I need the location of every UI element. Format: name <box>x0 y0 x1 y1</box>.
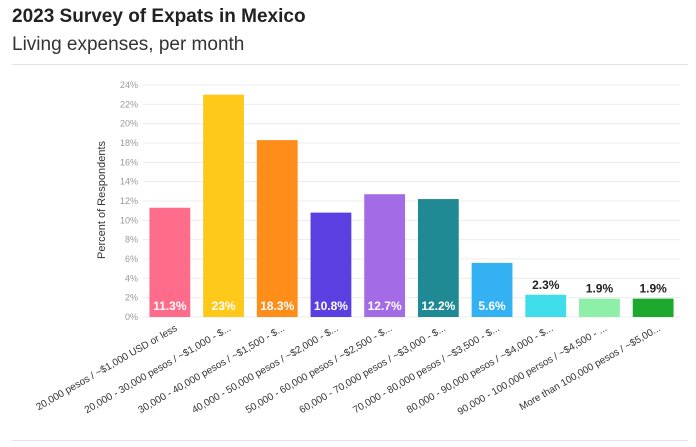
y-tick-label: 6% <box>125 254 138 264</box>
y-axis-label: Percent of Respondents <box>96 140 108 259</box>
data-label: 11.3% <box>153 299 187 313</box>
y-axis-ticks: 0% 2% 4% 6% 8% 10% 12% 14% 16% 18% 20% 22% 24% <box>120 80 138 322</box>
data-labels: 11.3% 23% 18.3% 10.8% 12.7% 12.2% 5.6% 2.3% 1.9%… <box>153 278 667 313</box>
bar <box>471 262 513 317</box>
bar <box>364 194 406 317</box>
bar <box>417 199 459 317</box>
bar <box>149 207 191 317</box>
header-divider <box>12 64 688 65</box>
y-tick-label: 14% <box>120 177 138 187</box>
bar <box>525 294 567 317</box>
chart-title: 2023 Survey of Expats in Mexico <box>12 6 306 27</box>
data-label: 1.9% <box>639 282 667 296</box>
bar <box>203 94 244 318</box>
data-label: 10.8% <box>314 299 348 313</box>
footer-divider <box>12 440 688 441</box>
data-label: 12.2% <box>421 299 455 313</box>
y-tick-label: 12% <box>120 196 138 206</box>
bar <box>256 140 298 317</box>
y-tick-label: 24% <box>120 80 138 90</box>
y-tick-label: 0% <box>125 312 138 322</box>
bars <box>149 94 674 318</box>
data-label: 1.9% <box>586 282 614 296</box>
data-label: 23% <box>212 299 236 313</box>
y-tick-label: 16% <box>120 157 138 167</box>
data-label: 2.3% <box>532 278 560 292</box>
y-tick-label: 2% <box>125 293 138 303</box>
data-label: 5.6% <box>478 299 506 313</box>
y-tick-label: 22% <box>120 99 138 109</box>
y-tick-label: 4% <box>125 273 138 283</box>
data-label: 12.7% <box>368 299 402 313</box>
bar <box>632 298 674 317</box>
x-axis-ticks: 20,000 pesos / ~$1,000 USD or less20,000… <box>34 323 662 418</box>
bar <box>579 298 620 317</box>
y-tick-label: 20% <box>120 119 138 129</box>
bar <box>310 212 352 317</box>
y-tick-label: 8% <box>125 235 138 245</box>
y-tick-label: 10% <box>120 215 138 225</box>
y-tick-label: 18% <box>120 138 138 148</box>
data-label: 18.3% <box>260 299 294 313</box>
chart-subtitle: Living expenses, per month <box>12 34 245 55</box>
